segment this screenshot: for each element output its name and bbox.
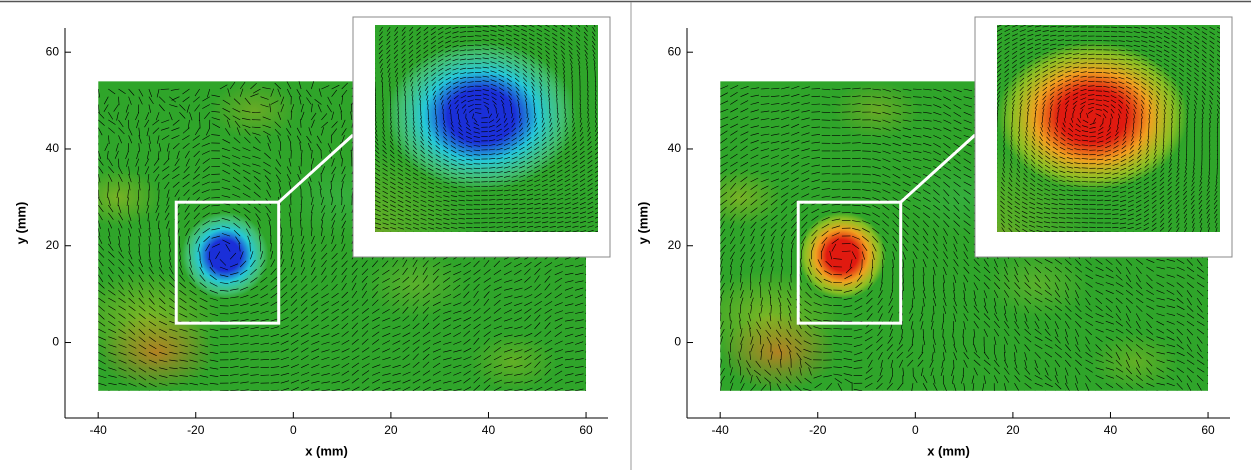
vortex-core [181, 212, 269, 299]
y-tick-label: 20 [46, 238, 60, 252]
vortex-core [386, 42, 577, 191]
y-tick-label: 60 [668, 44, 682, 58]
x-tick-label: 20 [1006, 423, 1020, 437]
field-patch [152, 0, 343, 66]
x-axis-label: x (mm) [305, 443, 348, 458]
field-patch [1231, 0, 1251, 83]
y-axis-label: y (mm) [635, 202, 650, 245]
x-tick-label: -40 [712, 423, 730, 437]
field-patch [609, 0, 864, 83]
y-tick-label: 60 [46, 44, 60, 58]
y-tick-label: 20 [668, 238, 682, 252]
panel: -40 -20 0 20 40 60 0 20 40 60 x (mm) y (mm) [635, 0, 1251, 458]
field-patch [469, 333, 557, 391]
field-patch [364, 251, 466, 319]
field-patch [210, 81, 298, 139]
x-tick-label: 20 [384, 423, 398, 437]
y-tick-label: 0 [674, 335, 681, 349]
field-patch [98, 313, 215, 390]
x-axis-label: x (mm) [927, 443, 970, 458]
x-tick-label: 60 [1201, 423, 1215, 437]
field-patch [1091, 333, 1179, 391]
x-tick-label: 0 [290, 423, 297, 437]
x-tick-label: -40 [90, 423, 108, 437]
field-patch [774, 0, 965, 66]
y-tick-label: 40 [668, 141, 682, 155]
x-tick-label: 40 [482, 423, 496, 437]
figure: -40 -20 0 20 40 60 0 20 40 60 x (mm) y (mm) -40 -20 0 2… [0, 0, 1251, 470]
field-patch [696, 168, 784, 226]
y-tick-label: 0 [52, 335, 59, 349]
x-tick-label: -20 [809, 423, 827, 437]
x-tick-label: 60 [579, 423, 593, 437]
y-axis-label: y (mm) [13, 202, 28, 245]
x-tick-label: 40 [1104, 423, 1118, 437]
x-tick-label: -20 [187, 423, 205, 437]
x-tick-label: 0 [912, 423, 919, 437]
y-tick-label: 40 [46, 141, 60, 155]
